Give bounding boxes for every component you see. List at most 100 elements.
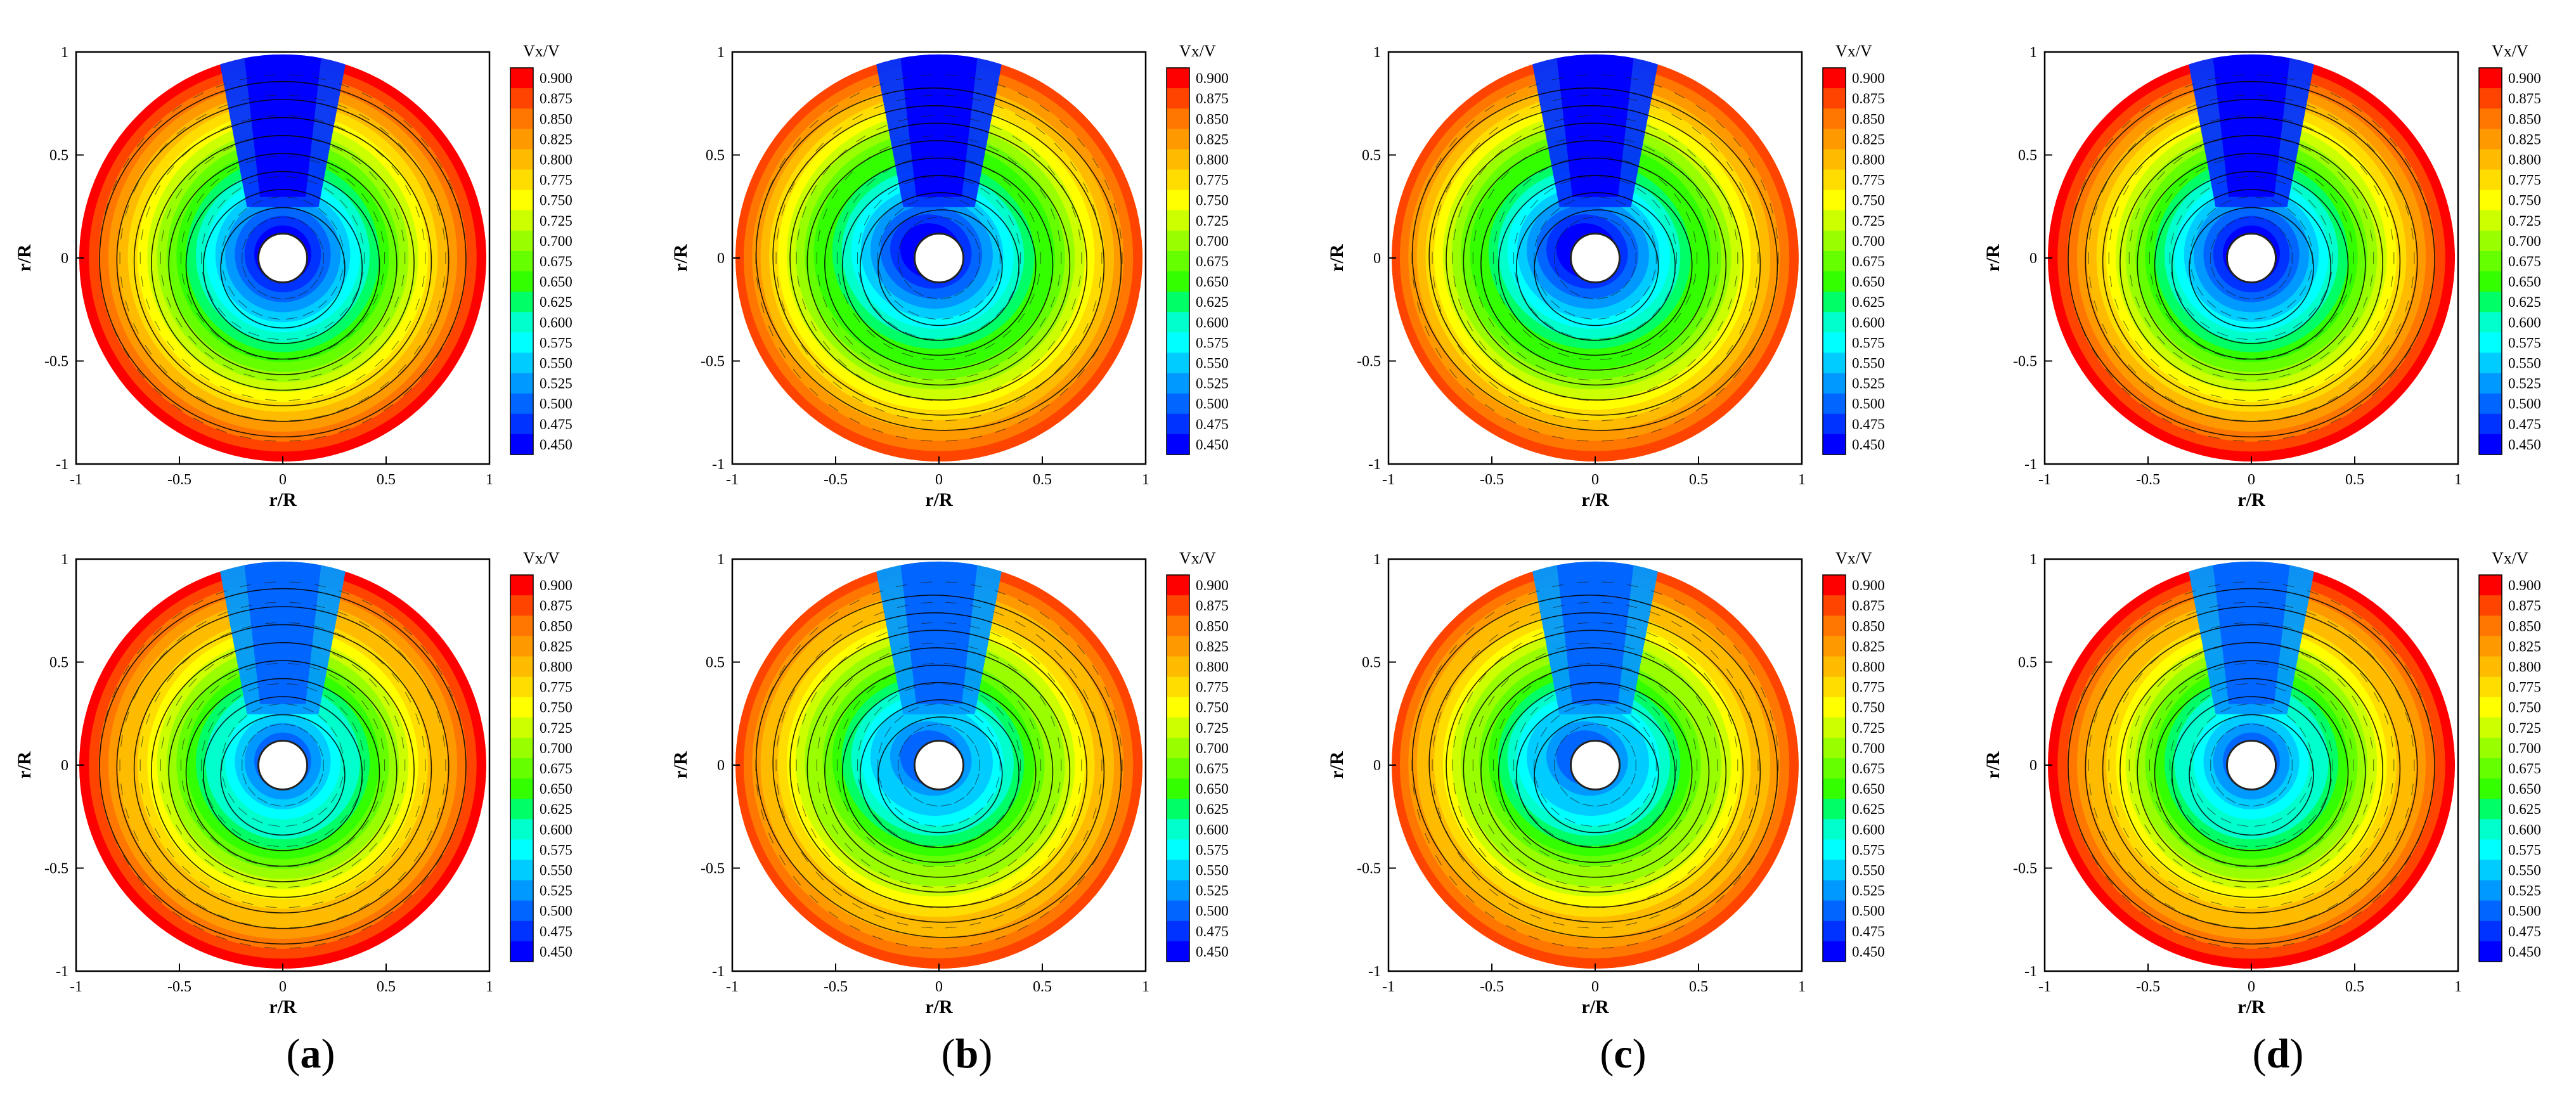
velocity-vector [2123, 184, 2130, 196]
velocity-vector [995, 815, 1004, 824]
velocity-vector [894, 300, 904, 309]
velocity-vector [1687, 358, 1697, 367]
colorbar-swatch [2479, 636, 2502, 657]
velocity-vector [874, 611, 885, 616]
velocity-vector [1070, 668, 1077, 679]
colorbar-swatch [1823, 332, 1846, 354]
velocity-vector [2184, 590, 2196, 595]
velocity-vector [1560, 734, 1569, 744]
colorbar-swatch [510, 129, 533, 150]
velocity-vector [1530, 407, 1541, 412]
velocity-vector [2426, 809, 2430, 820]
colorbar-tick-label: 0.850 [540, 111, 573, 127]
colorbar-tick-label: 0.825 [1196, 131, 1229, 147]
velocity-vector [990, 893, 1002, 898]
velocity-vector [974, 266, 980, 278]
velocity-vector [1560, 227, 1569, 236]
x-tick-label: 0.5 [2345, 472, 2364, 488]
velocity-vector [1695, 404, 1706, 411]
colorbar-tick-label: 0.775 [1852, 172, 1885, 188]
velocity-vector [2094, 300, 2098, 312]
panel-label-a: (a) [286, 1031, 335, 1077]
velocity-vector [1424, 687, 1430, 698]
colorbar-tick-label: 0.825 [2508, 638, 2541, 654]
velocity-vector [866, 685, 876, 694]
velocity-vector [2277, 666, 2289, 671]
velocity-vector [2234, 642, 2246, 645]
velocity-vector [427, 830, 432, 841]
velocity-vector [902, 666, 914, 671]
velocity-vector [2073, 710, 2077, 721]
velocity-vector [231, 828, 242, 836]
velocity-vector [1578, 135, 1590, 138]
velocity-vector [2121, 120, 2131, 129]
velocity-vector [2225, 219, 2236, 226]
velocity-vector [188, 171, 197, 181]
velocity-vector [306, 687, 318, 692]
velocity-vector [288, 622, 301, 624]
velocity-vector [1626, 77, 1638, 81]
velocity-vector [1626, 415, 1638, 418]
velocity-vector [1579, 865, 1591, 868]
velocity-vector [1716, 627, 1725, 636]
velocity-vector [945, 399, 957, 401]
velocity-vector [2405, 204, 2409, 216]
velocity-vector [1061, 184, 1068, 196]
colorbar-tick-label: 0.650 [1196, 274, 1229, 290]
velocity-vector [2212, 645, 2224, 650]
velocity-vector [2089, 783, 2092, 796]
velocity-vector [974, 714, 984, 723]
velocity-vector [2411, 783, 2414, 796]
velocity-vector [398, 650, 406, 659]
streamline [1446, 122, 1744, 401]
velocity-vector [104, 203, 108, 214]
velocity-vector [879, 364, 890, 370]
velocity-vector [2235, 358, 2247, 361]
velocity-vector [302, 200, 314, 205]
velocity-vector [2091, 157, 2099, 168]
velocity-vector [210, 178, 219, 187]
velocity-vector [330, 286, 338, 296]
velocity-vector [238, 714, 248, 723]
velocity-vector [1054, 143, 1063, 152]
streamline [877, 716, 1003, 834]
velocity-vector [1077, 138, 1085, 147]
velocity-vector [1007, 664, 1018, 672]
velocity-vector [884, 220, 891, 230]
velocity-vector [1556, 138, 1568, 143]
velocity-vector [1458, 806, 1463, 817]
velocity-vector [1058, 274, 1061, 287]
velocity-vector [1487, 824, 1495, 835]
contour-field [735, 561, 1143, 969]
velocity-vector [204, 664, 214, 672]
colorbar-swatch [2479, 819, 2502, 840]
velocity-vector [2200, 321, 2210, 329]
velocity-vector [193, 92, 204, 99]
velocity-vector [2390, 783, 2393, 794]
velocity-vector [845, 335, 853, 345]
colorbar-tick-label: 0.725 [1196, 720, 1229, 736]
velocity-vector [318, 714, 328, 723]
velocity-vector [1457, 668, 1465, 679]
velocity-vector [1644, 146, 1655, 152]
velocity-vector [153, 120, 162, 129]
velocity-vector [415, 206, 420, 217]
velocity-vector [1522, 178, 1532, 187]
velocity-vector [413, 161, 421, 172]
velocity-vector [312, 625, 324, 629]
velocity-vector [2130, 737, 2133, 749]
velocity-vector [1512, 880, 1522, 888]
velocity-vector [196, 903, 207, 910]
velocity-vector [1029, 718, 1035, 730]
velocity-vector [332, 871, 343, 877]
velocity-vector [1556, 645, 1568, 650]
velocity-vector [781, 807, 786, 819]
velocity-vector [2254, 317, 2266, 320]
velocity-vector [852, 903, 863, 910]
velocity-vector [1717, 827, 1724, 839]
velocity-vector [2178, 178, 2188, 187]
velocity-vector [337, 407, 348, 412]
velocity-vector [202, 740, 205, 752]
velocity-vector [302, 311, 314, 316]
colorbar-tick-label: 0.525 [1852, 883, 1885, 899]
